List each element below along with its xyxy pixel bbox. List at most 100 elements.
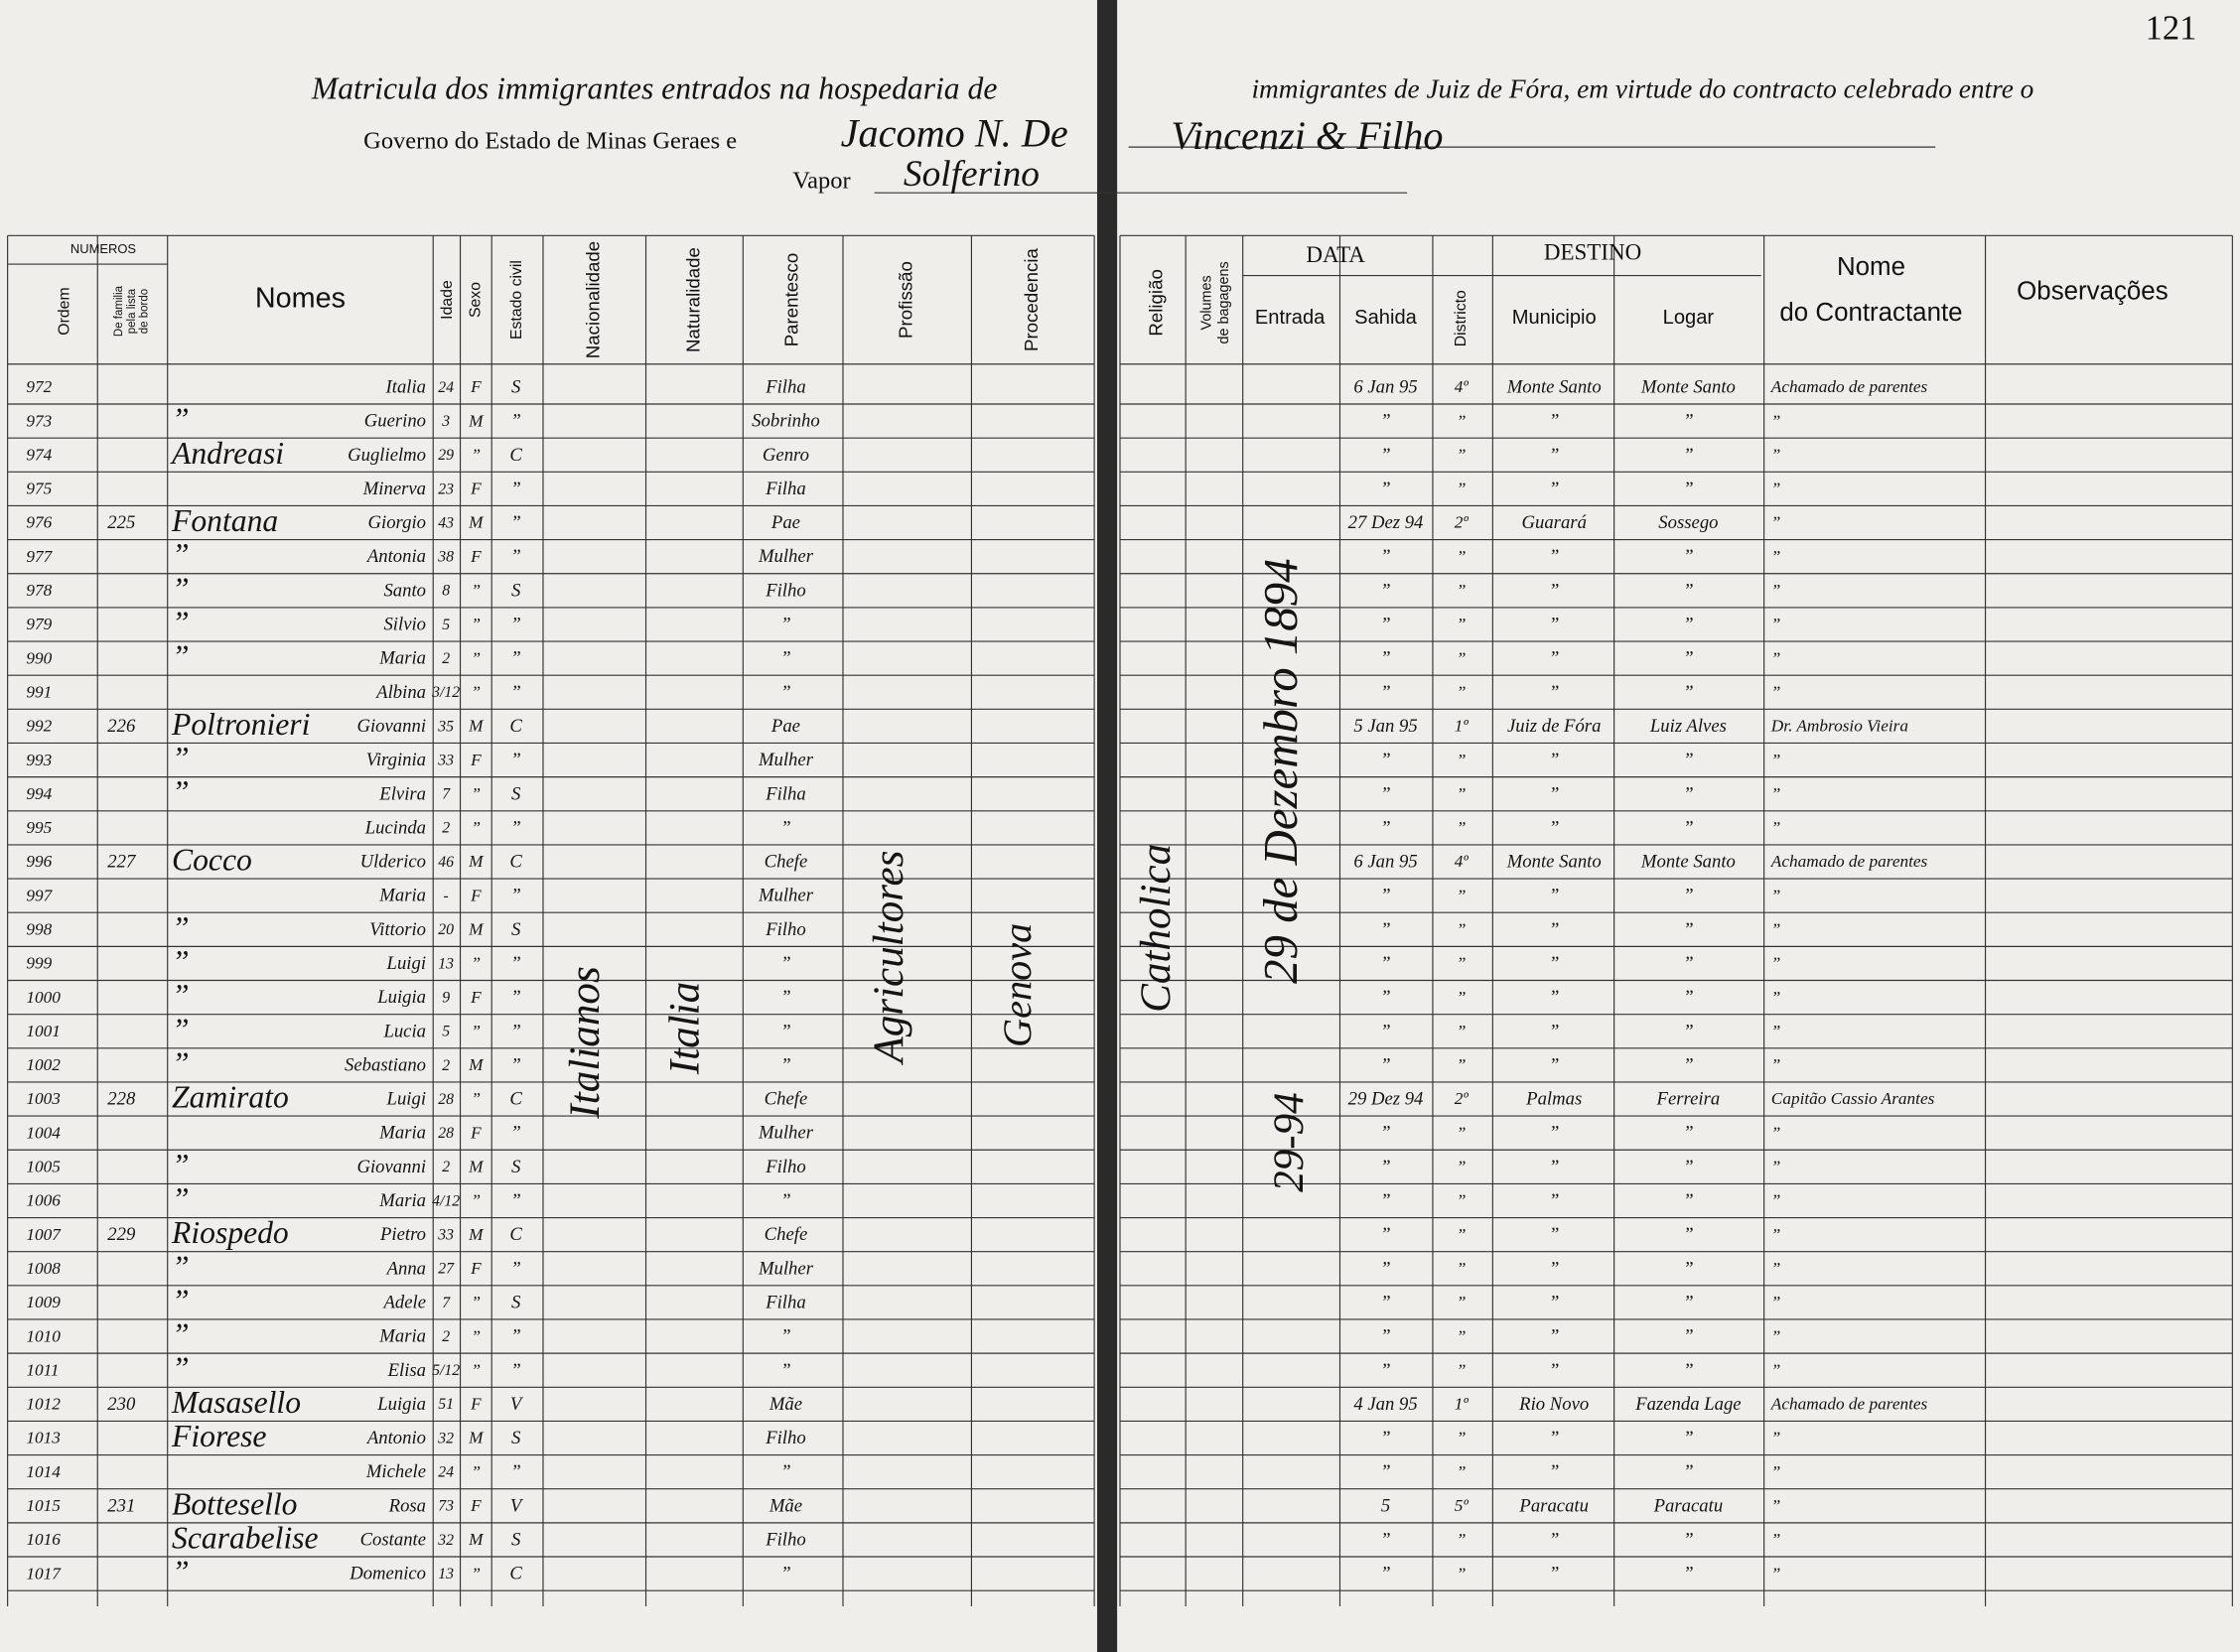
cell: F — [470, 886, 482, 904]
cell: 43 — [438, 514, 454, 531]
cell: Luigia — [376, 1394, 426, 1415]
cell: ” — [780, 1054, 790, 1075]
cell: ” — [472, 1191, 482, 1210]
cell: ” — [510, 1190, 520, 1211]
cell: ” — [172, 1351, 190, 1386]
cell: S — [511, 1292, 521, 1312]
cell: S — [511, 580, 521, 601]
cell: ” — [1771, 988, 1781, 1007]
cell: 1º — [1455, 1395, 1470, 1414]
cell: Paracatu — [1518, 1495, 1589, 1516]
cell: ” — [1457, 1158, 1467, 1176]
cell: ” — [172, 910, 190, 945]
vapor-name: Solferino — [904, 154, 1040, 195]
column-header: de bordo — [139, 289, 151, 334]
cell: S — [511, 376, 521, 397]
cell: ” — [172, 1148, 190, 1182]
cell: 979 — [26, 615, 52, 633]
cell: Vittorio — [369, 919, 426, 940]
cell: ” — [1683, 1123, 1693, 1144]
cell: ” — [1683, 886, 1693, 906]
cell: 32 — [437, 1430, 454, 1446]
cell: S — [511, 1529, 521, 1550]
cell: C — [509, 716, 522, 737]
cell: 1008 — [26, 1259, 61, 1278]
cell: ” — [1380, 1021, 1390, 1041]
cell: 3/12 — [431, 684, 460, 701]
cell: Monte Santo — [1506, 376, 1602, 397]
cell: Chefe — [765, 1224, 808, 1245]
cell: 5 Jan 95 — [1353, 716, 1417, 737]
cell: ” — [172, 1249, 190, 1284]
cell: ” — [1683, 1360, 1693, 1381]
cell: ” — [1380, 953, 1390, 974]
cell: F — [470, 1496, 482, 1515]
cell: ” — [1683, 1529, 1693, 1550]
cell: ” — [1549, 1461, 1559, 1482]
cell: 991 — [26, 682, 52, 701]
cell: 32 — [437, 1532, 454, 1549]
cell: ” — [172, 741, 190, 775]
cell: ” — [1549, 919, 1559, 940]
cell: ” — [1771, 615, 1781, 633]
column-header: de bagagens — [1216, 261, 1232, 344]
cell: ” — [780, 817, 790, 838]
cell: Palmas — [1525, 1089, 1582, 1110]
cell: ” — [1771, 919, 1781, 938]
cell: ” — [1771, 886, 1781, 904]
cell: 227 — [107, 852, 136, 873]
cell: ” — [1683, 1461, 1693, 1482]
page-number: 121 — [2146, 10, 2197, 48]
cell: ” — [1457, 581, 1467, 600]
spanning-entry: Italianos — [562, 966, 609, 1119]
cell: ” — [780, 1461, 790, 1482]
cell: Filho — [765, 919, 806, 940]
cell: 976 — [26, 513, 52, 532]
cell: Virginia — [366, 750, 426, 770]
cell: ” — [1457, 1055, 1467, 1074]
cell: Santo — [383, 580, 426, 601]
cell: ” — [1380, 783, 1390, 804]
cell: 992 — [26, 717, 52, 736]
cell: ” — [1771, 1123, 1781, 1142]
cell: Sobrinho — [752, 411, 820, 432]
cell: Guarará — [1522, 512, 1587, 533]
cell: 46 — [438, 854, 454, 871]
cell: ” — [1380, 682, 1390, 703]
cell: Masasello — [171, 1385, 301, 1420]
column-header: Nacionalidade — [583, 241, 604, 358]
title-right: immigrantes de Juiz de Fóra, em virtude … — [1251, 73, 2033, 103]
cell: ” — [1771, 1429, 1781, 1447]
cell: ” — [1683, 445, 1693, 466]
column-header: Religião — [1145, 269, 1166, 337]
cell: C — [509, 445, 522, 466]
cell: 6 Jan 95 — [1353, 376, 1417, 397]
cell: Poltronieri — [171, 707, 310, 742]
cell: ” — [1549, 886, 1559, 906]
cell: 993 — [26, 751, 52, 769]
cell: M — [468, 919, 485, 938]
cell: 2 — [442, 820, 450, 837]
cell: 998 — [26, 919, 52, 938]
cell: Giorgio — [368, 512, 427, 533]
cell: ” — [1457, 1564, 1467, 1583]
cell: ” — [1771, 818, 1781, 837]
cell: 230 — [107, 1394, 136, 1415]
column-header: Volumes — [1199, 275, 1215, 330]
cell: 1007 — [26, 1225, 62, 1244]
cell: Mulher — [758, 886, 814, 906]
column-header: Nomes — [255, 283, 346, 315]
cell: 13 — [438, 1566, 454, 1583]
cell: 978 — [26, 581, 52, 600]
column-header: Parentesco — [781, 253, 802, 347]
cell: Dr. Ambrosio Vieira — [1770, 717, 1908, 736]
cell: Mulher — [758, 750, 814, 770]
cell: ” — [1771, 682, 1781, 701]
cell: 4º — [1455, 377, 1470, 396]
cell: ” — [172, 402, 190, 437]
cell: Filha — [765, 376, 806, 397]
column-header: Districto — [1453, 290, 1470, 346]
cell: - — [444, 888, 449, 904]
cell: 2º — [1455, 1089, 1470, 1108]
